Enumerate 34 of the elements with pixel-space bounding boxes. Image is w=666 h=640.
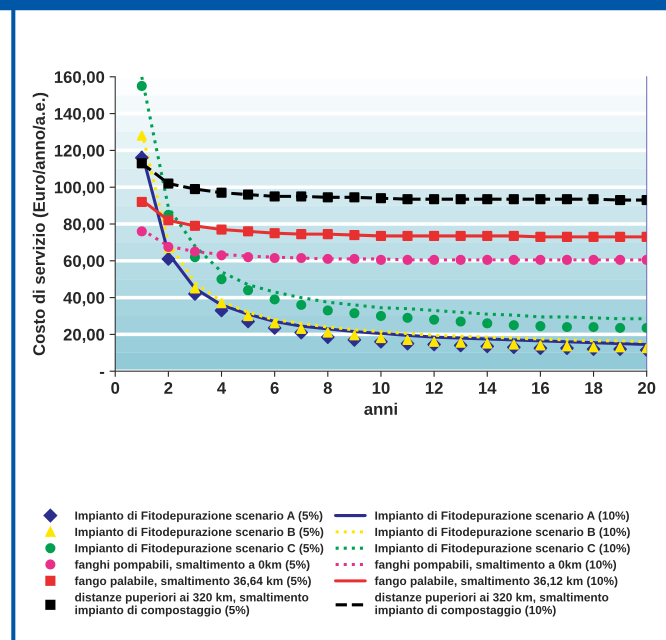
- y-tick-label: 140,00: [54, 108, 104, 122]
- y-tick-label: 60,00: [64, 255, 104, 270]
- x-tick-label: 18: [585, 382, 602, 394]
- legend-label: fango palabile, smaltimento 36,12 km (10%): [374, 576, 618, 588]
- legend-label: Impianto di Fitodepurazione scenario C (5%): [75, 544, 324, 555]
- legend-label: fango palabile, smaltimento 36,64 km (5%): [74, 576, 311, 588]
- legend-label: Impianto di Fitodepurazione scenario B (5%): [75, 527, 324, 538]
- legend-label: distanze puperiori ai 320 km, smaltimento impianto di compostaggio (10%): [375, 592, 608, 617]
- x-tick-label: 16: [532, 382, 550, 394]
- y-tick-label: 20,00: [64, 328, 104, 344]
- legend-label: Impianto di Fitodepurazione scenario A (10%): [375, 511, 629, 522]
- legend-label: fanghi pompabili, smaltimento a 0km (5%): [74, 560, 310, 572]
- y-tick-label: 160,00: [54, 71, 104, 86]
- legend-label: fanghi pompabili, smaltimento a 0km (10%): [374, 560, 616, 572]
- x-tick-label: 12: [426, 382, 443, 394]
- x-tick-label: 4: [217, 382, 226, 394]
- x-tick-label: 0: [111, 382, 120, 394]
- x-axis-title: anni: [364, 402, 397, 415]
- legend-label: Impianto di Fitodepurazione scenario B (10%): [375, 527, 630, 538]
- y-tick-label: 120,00: [54, 144, 104, 160]
- x-tick-label: 20: [638, 382, 656, 394]
- y-tick-label: 40,00: [63, 292, 104, 306]
- x-tick-label: 2: [164, 382, 172, 394]
- y-tick-label: -: [100, 372, 104, 374]
- x-tick-label: 14: [479, 382, 496, 394]
- y-tick-label: 80,00: [64, 218, 104, 233]
- x-tick-label: 8: [324, 382, 332, 394]
- legend-label: distanze puperiori ai 320 km, smaltimento impianto di compostaggio (5%): [75, 592, 308, 617]
- legend-label: Impianto di Fitodepurazione scenario A (5%): [75, 511, 322, 522]
- legend-label: Impianto di Fitodepurazione scenario C (10%): [375, 544, 630, 555]
- y-tick-label: 100,00: [54, 182, 104, 196]
- x-tick-label: 10: [372, 382, 390, 394]
- y-axis-title: Costo di servizio (Euro/anno/a.e.): [32, 92, 48, 356]
- x-tick-label: 6: [270, 382, 279, 394]
